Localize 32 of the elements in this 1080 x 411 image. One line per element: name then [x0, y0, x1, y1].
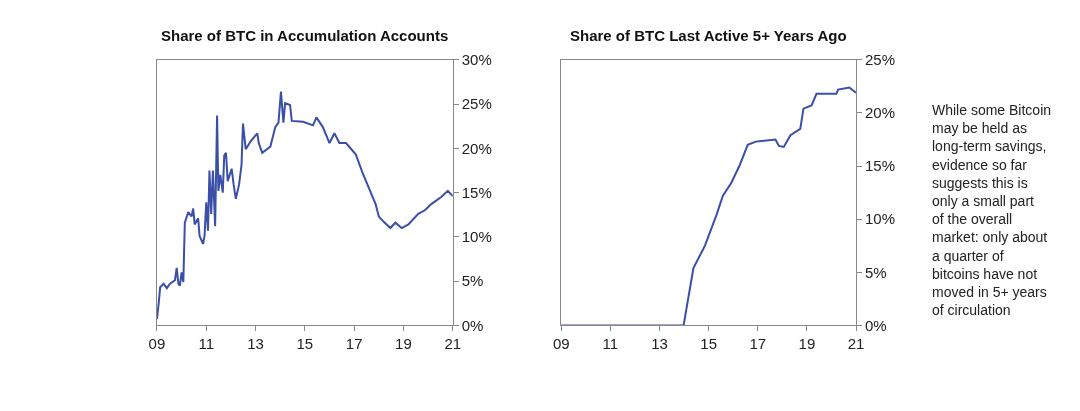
x-tick-label: 19 — [395, 335, 412, 353]
chart-title: Share of BTC in Accumulation Accounts — [161, 27, 449, 44]
text: While some Bitcoin may be held as long-term savings, evidence so far suggests this is only a small part of the overall market: only about a quarter of bitcoins have not moved in 5+ years of circulation — [932, 102, 1052, 319]
chart-title: Share of BTC Last Active 5+ Years Ago — [570, 27, 847, 44]
x-tick-label: 21 — [847, 335, 865, 353]
y-tick-label: 10% — [461, 228, 492, 246]
y-tick-label: 0% — [461, 316, 484, 334]
y-tick-label: 5% — [865, 263, 887, 281]
x-tick-label: 11 — [198, 335, 215, 353]
x-tick-label: 11 — [602, 335, 619, 353]
y-tick-label: 15% — [865, 157, 896, 175]
x-tick-label: 13 — [247, 335, 264, 353]
y-tick-label: 20% — [461, 139, 492, 157]
y-tick-label: 30% — [461, 51, 492, 69]
x-tick-label: 17 — [749, 335, 767, 353]
y-tick-label: 15% — [461, 183, 492, 201]
line-series — [156, 90, 453, 321]
x-tick-label: 21 — [444, 335, 462, 353]
y-tick-label: 25% — [461, 95, 492, 113]
y-tick-label: 5% — [461, 272, 484, 290]
x-tick-label: 15 — [700, 335, 717, 353]
y-tick-label: 25% — [865, 51, 896, 69]
x-tick-label: 15 — [296, 335, 314, 353]
x-tick-label: 09 — [148, 335, 166, 353]
x-tick-label: 19 — [798, 335, 816, 353]
y-tick-label: 10% — [865, 210, 896, 228]
line-series — [561, 86, 857, 326]
y-tick-label: 0% — [865, 316, 887, 334]
x-tick-label: 13 — [651, 335, 668, 353]
x-tick-label: 09 — [552, 335, 570, 353]
x-tick-label: 17 — [345, 335, 363, 353]
y-tick-label: 20% — [865, 104, 896, 122]
